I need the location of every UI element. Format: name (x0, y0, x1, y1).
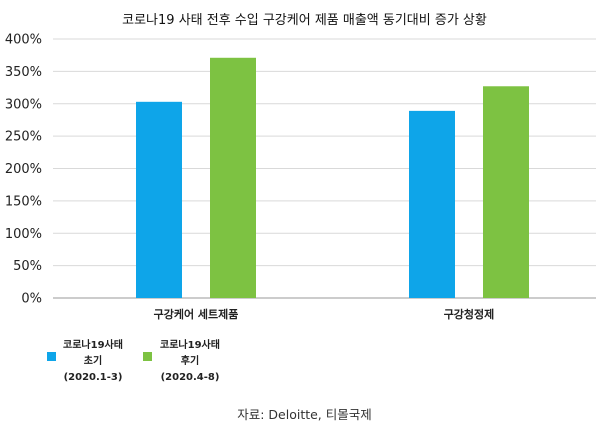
legend-label-early-line-3: (2020.1-3) (63, 372, 123, 383)
legend-swatch-early (47, 352, 56, 361)
y-tick-label: 50% (13, 259, 42, 274)
legend-label-early-line-2: 초기 (83, 356, 103, 367)
y-tick-label: 100% (5, 227, 42, 242)
legend-label-late-line-3: (2020.4-8) (160, 372, 220, 383)
bar-early-1 (136, 101, 182, 299)
source-note: 자료: Deloitte, 티몰국제 (237, 407, 372, 422)
bar-chart: 0% 50% 100% 150% 200% 250% 300% 350% 400% 구강케어 세트… (5, 33, 596, 321)
y-tick-label: 200% (5, 162, 42, 177)
legend-label-early-line-1: 코로나19사태 (63, 340, 123, 351)
bar-late-2 (483, 86, 529, 298)
legend-swatch-late (143, 352, 152, 361)
y-tick-label: 150% (5, 194, 42, 209)
bar-late-1 (210, 57, 256, 299)
legend-label-early: 코로나19사태 초기 (2020.1-3) (58, 338, 128, 386)
legend-label-late-line-1: 코로나19사태 (160, 340, 220, 351)
chart-title: 코로나19 사태 전후 수입 구강케어 제품 매출액 동기대비 증가 상황 (122, 13, 487, 28)
y-tick-label: 300% (5, 97, 42, 112)
bar-early-2 (409, 110, 455, 298)
y-tick-label: 0% (21, 292, 42, 307)
x-category-label: 구강청정제 (444, 307, 495, 321)
y-tick-label: 400% (5, 33, 42, 48)
y-tick-label: 250% (5, 130, 42, 145)
y-tick-label: 350% (5, 65, 42, 80)
legend-label-late: 코로나19사태 후기 (2020.4-8) (155, 338, 225, 386)
x-category-label: 구강케어 세트제품 (154, 307, 239, 321)
legend-label-late-line-2: 후기 (180, 356, 200, 367)
